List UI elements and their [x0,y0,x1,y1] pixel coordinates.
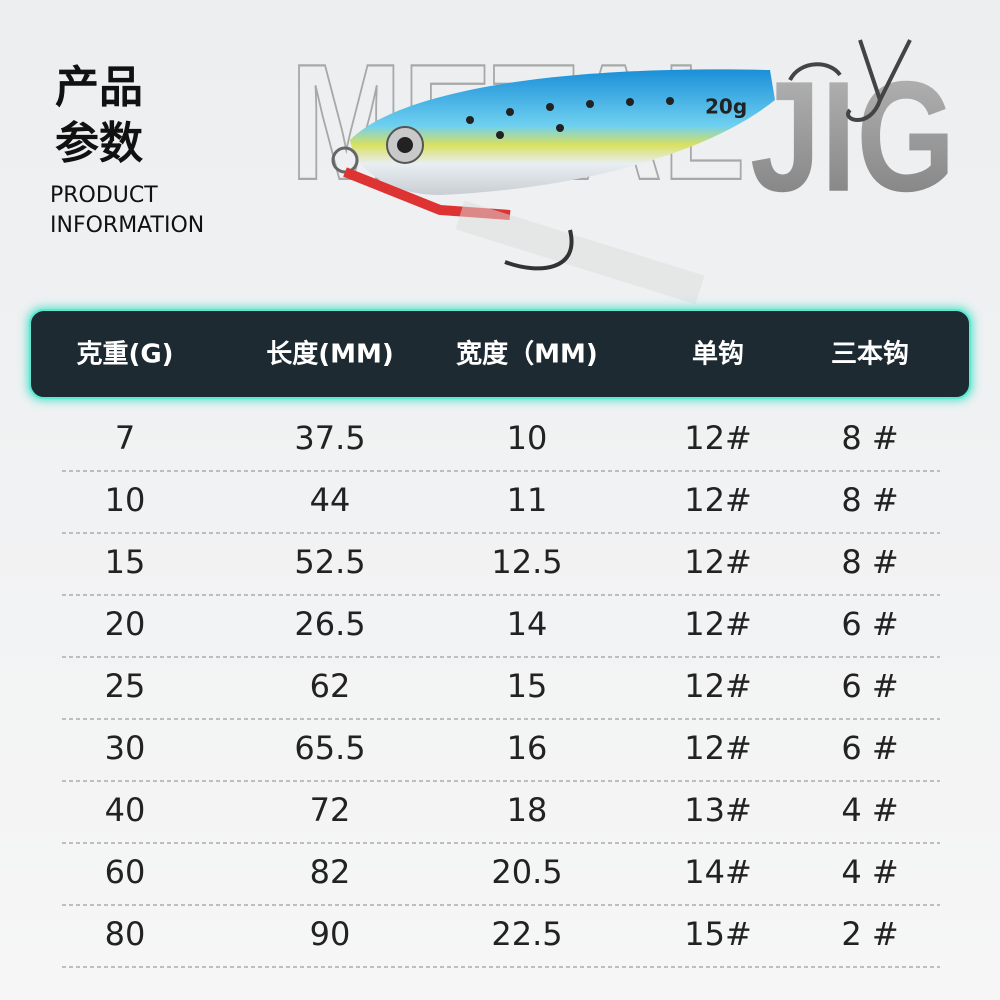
word-jig: JIG [750,49,955,225]
cell: 22.5 [491,915,562,953]
cell: 6 # [841,605,898,643]
cell: 60 [105,853,146,891]
cell: 4 # [841,791,898,829]
cell: 80 [105,915,146,953]
cell: 72 [310,791,351,829]
cell: 40 [105,791,146,829]
header-bar [29,309,971,399]
header: 产品 参数 PRODUCT INFORMATION [50,62,204,238]
subtitle-line: INFORMATION [50,213,204,238]
cell: 12# [684,481,752,519]
cell: 20 [105,605,146,643]
cell: 15 [105,543,146,581]
cell: 44 [310,481,351,519]
lure: 20g [331,39,912,305]
cell: 12# [684,419,752,457]
cell: 6 # [841,729,898,767]
header-cell: 三本钩 [831,340,909,370]
header-cell: 长度(MM) [266,339,394,370]
cell: 10 [507,419,548,457]
banner: METAL JIG 20g [289,29,955,305]
cell: 52.5 [294,543,365,581]
cell: 20.5 [491,853,562,891]
cell: 12.5 [491,543,562,581]
header-cell: 单钩 [692,340,744,370]
cell: 8 # [841,543,898,581]
cell: 8 # [841,481,898,519]
cell: 7 [115,419,135,457]
cell: 18 [507,791,548,829]
cell: 37.5 [294,419,365,457]
cell: 10 [105,481,146,519]
title-line: 参数 [55,118,143,169]
cell: 26.5 [294,605,365,643]
header-cell: 宽度（MM) [456,339,598,370]
lure-label: 20g [705,95,747,119]
cell: 16 [507,729,548,767]
cell: 14# [684,853,752,891]
title-line: 产品 [55,62,143,113]
cell: 6 # [841,667,898,705]
cell: 14 [507,605,548,643]
cell: 12# [684,543,752,581]
cell: 65.5 [294,729,365,767]
cell: 30 [105,729,146,767]
cell: 25 [105,667,146,705]
cell: 12# [684,605,752,643]
cell: 12# [684,729,752,767]
cell: 2 # [841,915,898,953]
cell: 90 [310,915,351,953]
cell: 13# [684,791,752,829]
cell: 11 [507,481,548,519]
header-cell: 克重(G) [76,340,173,370]
cell: 4 # [841,853,898,891]
subtitle-line: PRODUCT [50,183,158,208]
cell: 15 [507,667,548,705]
cell: 15# [684,915,752,953]
cell: 62 [310,667,351,705]
table: 克重(G) 长度(MM) 宽度（MM) 单钩 三本钩 7 37.5 10 12# 8 # 10 44 1… [62,339,940,968]
cell: 12# [684,667,752,705]
cell: 8 # [841,419,898,457]
cell: 82 [310,853,351,891]
